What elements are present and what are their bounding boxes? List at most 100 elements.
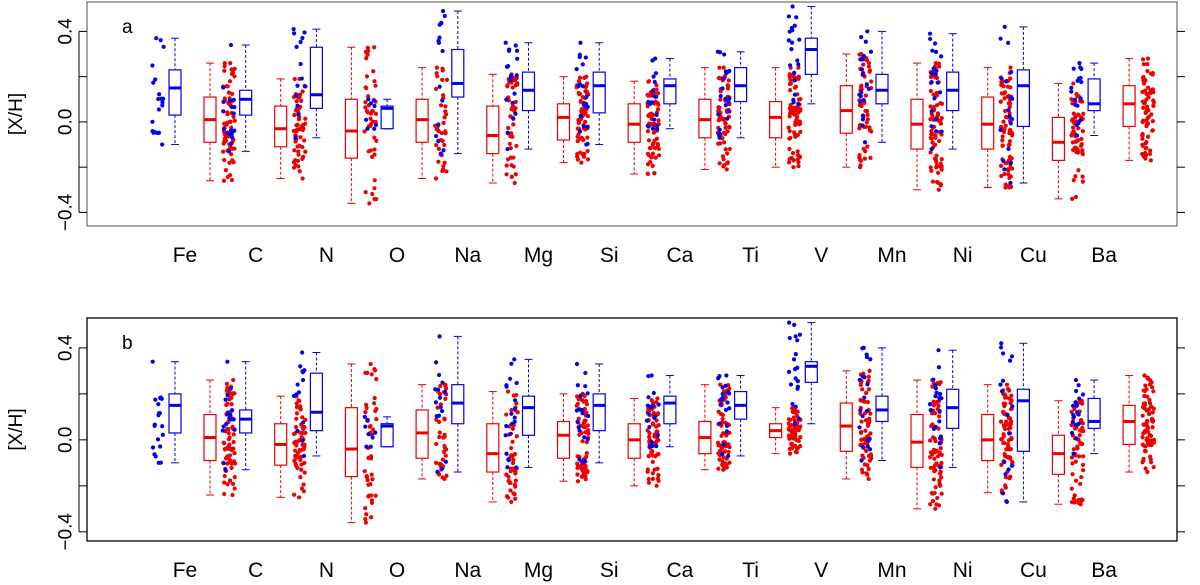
data-point <box>231 377 236 383</box>
data-point <box>513 99 518 105</box>
data-point <box>1069 486 1074 491</box>
data-point <box>442 13 447 19</box>
data-point <box>724 429 730 434</box>
data-point <box>1072 493 1077 498</box>
data-point <box>504 423 509 429</box>
data-point <box>1002 96 1007 101</box>
data-point <box>437 334 442 339</box>
data-point <box>437 434 442 440</box>
data-point <box>295 83 300 88</box>
data-point <box>857 377 862 382</box>
box-blue-N <box>291 350 323 459</box>
data-point <box>232 461 238 466</box>
data-point <box>859 34 864 40</box>
data-point <box>508 480 513 486</box>
data-point <box>301 453 307 459</box>
box-iqr <box>981 413 995 462</box>
data-point <box>221 149 226 154</box>
data-point <box>650 142 655 147</box>
data-point <box>859 67 865 72</box>
data-point <box>576 120 581 126</box>
data-point <box>514 143 519 149</box>
data-point <box>1141 118 1146 123</box>
data-point <box>865 144 870 149</box>
data-point <box>372 367 377 372</box>
box-blue-Na <box>433 8 465 156</box>
data-point <box>787 156 792 162</box>
data-point <box>654 424 659 429</box>
data-point <box>1070 461 1075 466</box>
box-blue-Mn <box>857 345 889 463</box>
data-point <box>301 482 306 487</box>
data-point <box>504 97 509 102</box>
data-point <box>1074 388 1079 394</box>
data-point <box>864 82 869 87</box>
data-point <box>722 466 727 471</box>
data-point <box>437 372 442 378</box>
data-point <box>936 403 941 409</box>
data-point <box>297 398 302 404</box>
box-red-V <box>839 51 874 170</box>
data-point <box>1151 437 1157 442</box>
data-point <box>860 71 866 77</box>
data-point <box>1140 136 1145 141</box>
data-point <box>511 164 516 169</box>
data-point <box>222 480 227 485</box>
data-point <box>1143 466 1148 471</box>
data-point <box>581 124 586 129</box>
data-point <box>932 456 937 461</box>
data-point <box>365 370 370 375</box>
data-point <box>505 157 511 162</box>
data-point <box>229 402 234 407</box>
data-point <box>1080 148 1085 153</box>
data-point <box>864 409 869 414</box>
data-point <box>504 472 509 477</box>
data-point <box>1079 474 1084 480</box>
data-point <box>1071 81 1076 86</box>
data-point <box>788 88 793 93</box>
box-blue-Na <box>433 334 465 475</box>
data-point <box>718 50 723 55</box>
y-tick-label: 0.0 <box>56 109 77 135</box>
data-point <box>1000 143 1005 148</box>
data-point <box>1140 460 1145 465</box>
data-point <box>231 114 236 119</box>
data-point <box>866 453 872 459</box>
box-blue-Si <box>574 40 606 147</box>
data-point <box>585 148 590 154</box>
box-blue-O <box>363 97 394 131</box>
box-red-C <box>274 76 308 181</box>
data-point <box>1140 57 1146 62</box>
data-point <box>433 86 439 92</box>
data-point <box>303 149 308 154</box>
data-point <box>509 407 514 413</box>
data-point <box>1150 419 1155 424</box>
data-point <box>509 421 514 427</box>
data-point <box>999 173 1004 179</box>
data-point <box>1144 91 1149 96</box>
data-point <box>722 140 727 145</box>
data-point <box>362 129 367 134</box>
data-point <box>364 74 370 79</box>
data-point <box>442 390 448 395</box>
data-point <box>444 112 449 117</box>
box-blue-O <box>362 414 394 449</box>
data-point <box>585 124 590 129</box>
data-point <box>156 107 162 112</box>
data-point <box>228 386 233 391</box>
data-point <box>583 127 588 132</box>
data-point <box>1149 442 1154 448</box>
box-iqr <box>592 71 606 114</box>
data-point <box>1144 122 1149 127</box>
data-point <box>858 163 863 168</box>
data-point <box>1143 146 1148 151</box>
data-point <box>655 433 660 438</box>
data-point <box>655 466 660 471</box>
data-point <box>368 101 374 106</box>
data-point <box>303 116 308 121</box>
data-point <box>937 419 942 424</box>
data-point <box>791 111 796 116</box>
data-point <box>865 382 870 387</box>
data-point <box>438 383 443 389</box>
y-tick-label: 0.4 <box>56 18 77 45</box>
